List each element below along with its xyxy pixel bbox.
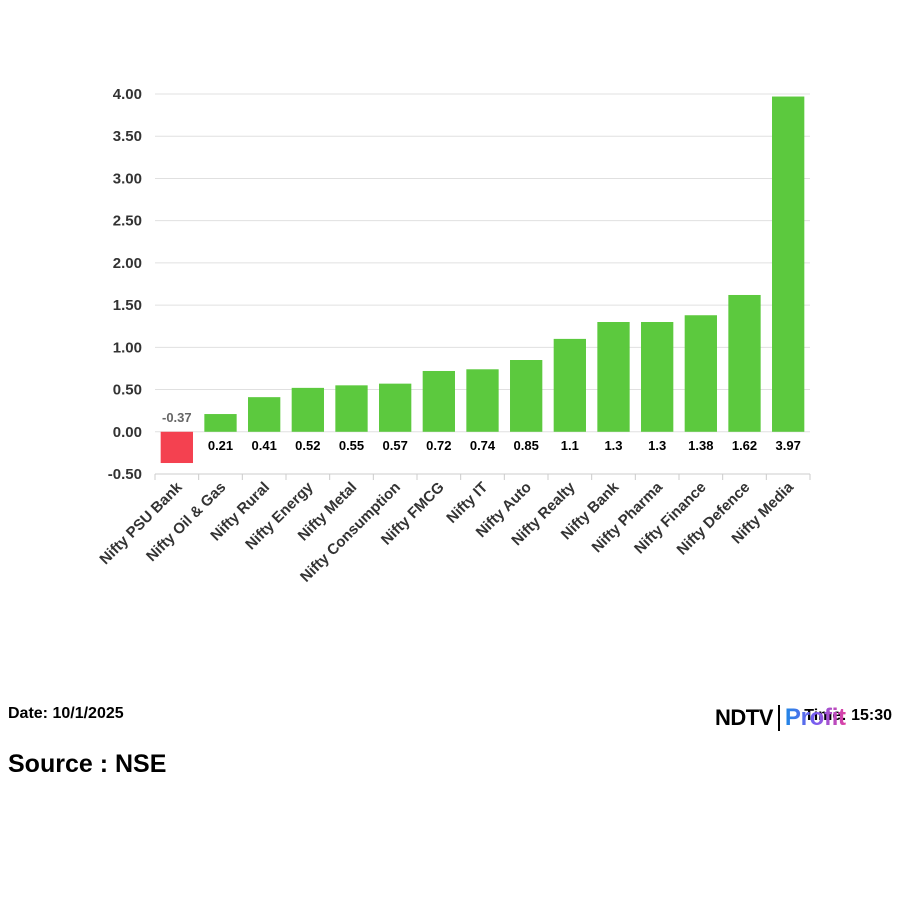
- source-label: Source : NSE: [8, 750, 167, 778]
- data-label: 1.62: [732, 438, 757, 453]
- y-tick-label: 3.00: [113, 170, 142, 187]
- data-label: 0.57: [383, 438, 408, 453]
- data-label: 1.1: [561, 438, 579, 453]
- logo-separator: [777, 705, 780, 731]
- data-label: 0.55: [339, 438, 364, 453]
- bar-chart: 4.00 3.50 3.00 2.50 2.00 1.50 1.00 0.50 0.00 -0.5…: [96, 86, 811, 586]
- data-labels: -0.37 0.21 0.41 0.52 0.55 0.57 0.72 0.74 0.85 1.1…: [162, 410, 801, 453]
- bar: [379, 383, 412, 432]
- y-tick-label: 0.50: [113, 382, 142, 399]
- bar: [510, 360, 543, 432]
- data-label: 0.41: [252, 438, 277, 453]
- bar: [684, 315, 717, 432]
- y-tick-label: 4.00: [113, 86, 142, 103]
- date-label: Date: 10/1/2025: [8, 705, 124, 722]
- time-label: Time: 15:30: [804, 707, 892, 724]
- bar: [553, 338, 586, 432]
- logo-ndtv-text: NDTV: [715, 705, 773, 730]
- data-label: -0.37: [162, 410, 192, 425]
- bar: [248, 397, 281, 432]
- bar: [728, 294, 761, 432]
- category-label: Nifty Oil & Gas: [143, 479, 229, 565]
- bar: [466, 369, 499, 432]
- data-label: 1.38: [688, 438, 713, 453]
- data-label: 0.85: [514, 438, 539, 453]
- bar: [204, 414, 237, 432]
- data-label: 0.52: [295, 438, 320, 453]
- data-label: 1.3: [604, 438, 622, 453]
- bar: [160, 431, 193, 464]
- bar: [291, 387, 324, 432]
- bar: [422, 370, 455, 432]
- y-axis-tick-labels: 4.00 3.50 3.00 2.50 2.00 1.50 1.00 0.50 0.00 -0.5…: [108, 86, 142, 483]
- data-label: 0.21: [208, 438, 233, 453]
- data-label: 3.97: [776, 438, 801, 453]
- bar: [335, 385, 368, 432]
- y-tick-label: 3.50: [113, 128, 142, 145]
- data-label: 0.74: [470, 438, 496, 453]
- y-tick-label: 1.50: [113, 297, 142, 314]
- bar: [641, 322, 674, 432]
- data-label: 1.3: [648, 438, 666, 453]
- bar: [772, 96, 805, 432]
- y-tick-label: 1.00: [113, 339, 142, 356]
- bar: [597, 322, 630, 432]
- x-axis: [154, 473, 811, 480]
- y-tick-label: 0.00: [113, 424, 142, 441]
- y-tick-label: 2.00: [113, 255, 142, 272]
- ndtv-profit-logo: NDTV Profit: [715, 701, 846, 735]
- bars: [160, 96, 805, 464]
- data-label: 0.72: [426, 438, 451, 453]
- y-tick-label: -0.50: [108, 466, 142, 483]
- y-tick-label: 2.50: [113, 213, 142, 230]
- logo-profit-text: Profit: [784, 704, 846, 731]
